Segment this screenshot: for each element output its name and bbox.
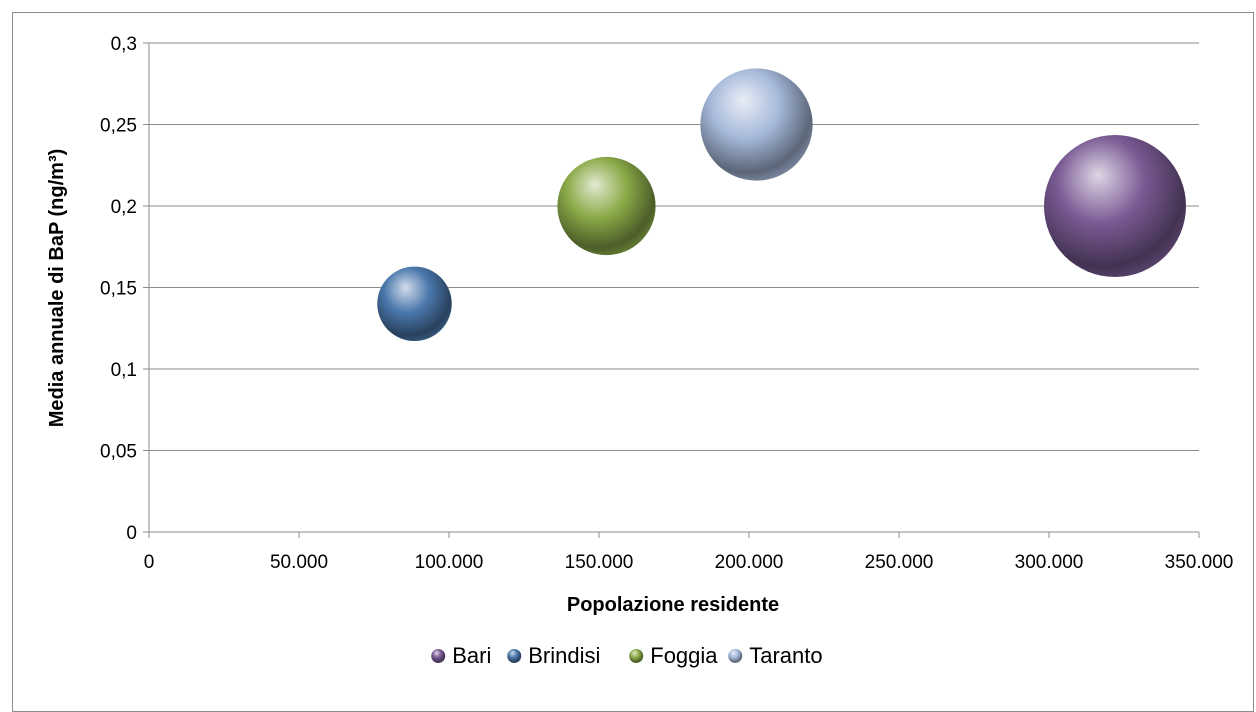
x-tick-label: 150.000 bbox=[565, 552, 634, 573]
y-tick-label: 0,1 bbox=[111, 360, 137, 381]
legend-label-foggia: Foggia bbox=[650, 643, 718, 668]
legend-marker-bari bbox=[431, 649, 446, 663]
legend: Bari Brindisi Foggia Taranto bbox=[431, 643, 823, 668]
legend-marker-foggia bbox=[629, 649, 644, 663]
bubble-chart: 0 0,05 0,1 0,15 0,2 0,25 0,3 0 50.000 100.000 150.… bbox=[46, 34, 1233, 668]
x-tick-label: 350.000 bbox=[1165, 552, 1234, 573]
bubbles bbox=[377, 68, 1186, 342]
legend-label-bari: Bari bbox=[452, 643, 491, 668]
y-tick-label: 0,25 bbox=[100, 116, 137, 137]
legend-label-taranto: Taranto bbox=[749, 643, 822, 668]
legend-label-brindisi: Brindisi bbox=[528, 643, 600, 668]
x-tick-label: 250.000 bbox=[865, 552, 934, 573]
x-tick-label: 50.000 bbox=[270, 552, 328, 573]
x-tick-label: 300.000 bbox=[1015, 552, 1084, 573]
y-tick-label: 0,2 bbox=[111, 197, 137, 218]
legend-marker-brindisi bbox=[507, 649, 522, 663]
legend-marker-taranto bbox=[728, 649, 743, 663]
x-axis-title: Popolazione residente bbox=[567, 594, 779, 616]
y-tick-label: 0 bbox=[126, 523, 137, 544]
bubble-taranto bbox=[700, 68, 813, 181]
x-tick-label: 0 bbox=[144, 552, 155, 573]
bubble-brindisi bbox=[377, 266, 452, 342]
y-tick-label: 0,15 bbox=[100, 279, 137, 300]
chart-frame: 0 0,05 0,1 0,15 0,2 0,25 0,3 0 50.000 100.000 150.… bbox=[12, 12, 1254, 712]
bubble-foggia bbox=[557, 156, 656, 256]
gridlines bbox=[149, 42, 1199, 451]
y-axis-title: Media annuale di BaP (ng/m³) bbox=[46, 149, 68, 428]
axes: 0 0,05 0,1 0,15 0,2 0,25 0,3 0 50.000 100.000 150.… bbox=[100, 34, 1233, 573]
bubble-bari bbox=[1044, 135, 1186, 277]
y-tick-label: 0,05 bbox=[100, 442, 137, 463]
x-tick-label: 100.000 bbox=[415, 552, 484, 573]
x-tick-label: 200.000 bbox=[715, 552, 784, 573]
y-tick-label: 0,3 bbox=[111, 34, 137, 55]
